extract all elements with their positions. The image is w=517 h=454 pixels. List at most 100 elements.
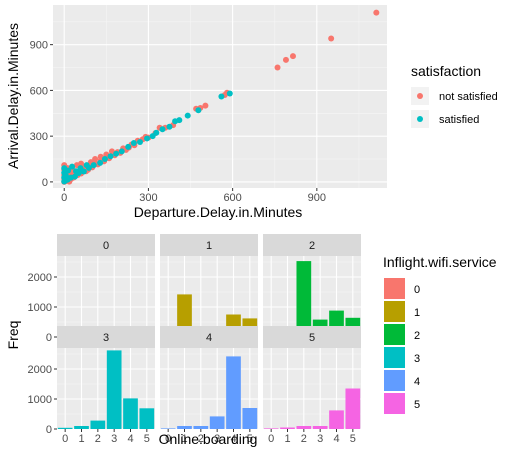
facet-x-tick-label: 2 [95, 433, 101, 445]
scatter-point [62, 172, 69, 179]
scatter-point [218, 93, 225, 100]
facet-bar [106, 350, 122, 429]
scatter-x-tick-label: 900 [308, 192, 326, 204]
scatter-point [69, 163, 76, 170]
facet-bar [193, 426, 209, 429]
facet-legend-title: Inflight.wifi.service [383, 254, 497, 270]
facet-legend-label: 0 [414, 284, 420, 296]
facet-bar [209, 416, 225, 429]
facet-x-tick-label: 1 [78, 433, 84, 445]
facet-bar [329, 410, 344, 429]
facet-x-tick-label: 4 [127, 433, 133, 445]
facet-bar [226, 356, 241, 429]
facet-y-tick-label: 1000 [28, 394, 52, 406]
scatter-legend-label: not satisfied [439, 91, 498, 103]
facet-bar [90, 420, 106, 429]
scatter-point [77, 165, 84, 172]
facet-bar [296, 261, 312, 337]
facet-legend-label: 1 [414, 307, 420, 319]
facet-panels: 0 1 2 3 4 5 [57, 234, 361, 430]
facet-x-tick-label: 1 [181, 433, 187, 445]
facet-x-tick-label: 3 [214, 433, 220, 445]
scatter-points [61, 9, 380, 185]
facet-strip-label: 5 [309, 332, 315, 344]
facet-y-tick-label: 2000 [28, 364, 52, 376]
scatter-y-tick-label: 0 [42, 177, 48, 189]
scatter-point [149, 133, 156, 140]
scatter-legend-label: satisfied [439, 114, 479, 126]
scatter-axes: 0 300 600 900 0 300 600 900 [30, 40, 326, 204]
scatter-gridlines [53, 5, 387, 188]
facet-bar [312, 426, 328, 429]
facet-bar [345, 388, 361, 429]
facet-legend-key [384, 370, 405, 391]
facet-x-tick-label: 2 [198, 433, 204, 445]
scatter-legend-point [417, 116, 423, 122]
scatter-point [282, 56, 289, 63]
facet-legend-key [384, 301, 405, 322]
facet-panel-background [57, 348, 155, 429]
facet-x-tick-label: 5 [350, 433, 356, 445]
scatter-x-tick-label: 300 [139, 192, 157, 204]
facet-x-tick-label: 1 [284, 433, 290, 445]
facet-strip-label: 0 [103, 240, 109, 252]
facet-y-tick-label: 0 [46, 424, 52, 436]
scatter-point [137, 138, 144, 145]
scatter-legend: satisfaction not satisfied satisfied [411, 63, 498, 128]
facet-legend-label: 4 [414, 376, 420, 388]
facet-x-axis-title: Online.boarding [159, 431, 258, 447]
facet-x-tick-label: 4 [333, 433, 339, 445]
scatter-point [159, 126, 166, 133]
scatter-point [202, 102, 209, 109]
scatter-point [289, 53, 296, 60]
scatter-x-tick-label: 0 [61, 192, 67, 204]
facet-bar [280, 427, 295, 429]
facet-x-tick-label: 4 [230, 433, 236, 445]
scatter-legend-title: satisfaction [411, 63, 481, 79]
facet-strip-label: 2 [309, 240, 315, 252]
facet-panel-background [263, 348, 361, 429]
scatter-y-tick-label: 300 [30, 131, 48, 143]
scatter-point [166, 123, 173, 130]
facet-bar [263, 428, 279, 429]
facet-strip [263, 326, 361, 348]
facet-bar [74, 426, 89, 429]
scatter-point [107, 153, 114, 160]
scatter-point [172, 118, 179, 125]
scatter-y-axis-title: Arrival.Delay.in.Minutes [5, 23, 21, 169]
scatter-point [78, 160, 85, 167]
facet-x-tick-label: 0 [62, 433, 68, 445]
facet-y-tick-label: 1000 [28, 302, 52, 314]
scatter-point [61, 178, 68, 185]
facet-strip-label: 3 [103, 332, 109, 344]
scatter-point [226, 90, 233, 97]
facet-y-tick-label: 2000 [28, 272, 52, 284]
facet-x-tick-label: 2 [301, 433, 307, 445]
facet-bar [160, 428, 176, 429]
facet-strip [57, 234, 155, 256]
scatter-point [274, 64, 281, 71]
scatter-point [65, 167, 72, 174]
facet-x-tick-label: 5 [247, 433, 253, 445]
scatter-point [73, 168, 80, 175]
facet-bar [139, 408, 155, 429]
scatter-point [118, 148, 125, 155]
facet-panel-background [160, 256, 258, 337]
scatter-point [373, 9, 380, 16]
scatter-x-tick-label: 600 [223, 192, 241, 204]
facet-panel-background [263, 256, 361, 337]
facet-strip [160, 234, 258, 256]
facet-bar [177, 426, 192, 429]
facet-legend-key [384, 278, 405, 299]
facet-legend-label: 2 [414, 330, 420, 342]
facet-bar [123, 398, 138, 429]
facet-y-axis-title: Freq [5, 321, 21, 350]
scatter-point [113, 150, 120, 157]
facet-legend: Inflight.wifi.service 0 1 2 3 4 5 [383, 254, 497, 414]
facet-legend-key [384, 324, 405, 345]
facet-legend-label: 5 [414, 399, 420, 411]
scatter-point [195, 107, 202, 114]
facet-strip [57, 326, 155, 348]
facet-panel-background [57, 256, 155, 337]
scatter-point [125, 143, 132, 150]
